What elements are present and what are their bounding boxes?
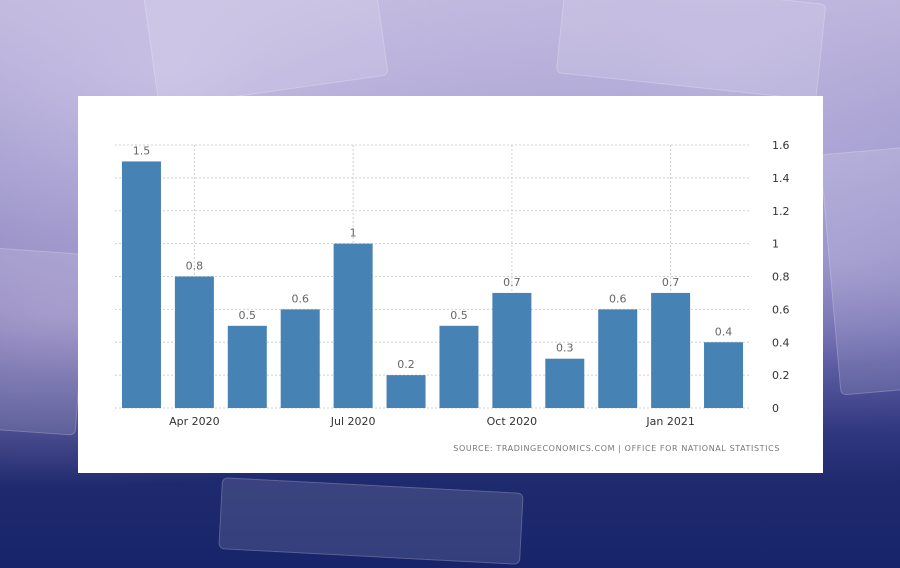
bar [545, 358, 585, 408]
bar [386, 375, 426, 408]
y-tick-label: 0.2 [772, 369, 790, 382]
banknote-decoration [218, 477, 524, 565]
y-tick-label: 1.2 [772, 205, 790, 218]
y-tick-label: 0.6 [772, 303, 790, 316]
bar [704, 342, 744, 408]
bar [333, 243, 373, 408]
y-tick-label: 1.6 [772, 139, 790, 152]
bar-value-label: 0.3 [556, 342, 574, 355]
y-axis-tick-labels: 0 0.2 0.4 0.6 0.8 1 1.2 1.4 1.6 [772, 139, 790, 415]
x-tick-label: Jul 2020 [330, 415, 376, 428]
bar-value-label: 0.6 [291, 292, 309, 305]
bar [174, 276, 214, 408]
bar [227, 325, 267, 408]
bar-value-label: 1.5 [133, 144, 151, 157]
bar [280, 309, 320, 408]
bar-value-labels: 1.5 0.8 0.5 0.6 1 0.2 0.5 0.7 0.3 0.6 0.7 0.4 [133, 144, 733, 371]
bar [439, 325, 479, 408]
x-tick-label: Apr 2020 [169, 415, 220, 428]
y-tick-label: 0 [772, 402, 779, 415]
bar [651, 292, 691, 408]
y-tick-label: 0.4 [772, 336, 790, 349]
bar-value-label: 0.2 [397, 358, 415, 371]
chart-card: 1.5 0.8 0.5 0.6 1 0.2 0.5 0.7 0.3 0.6 0.7 0.4 0 0.2 0… [78, 96, 823, 473]
source-attribution: SOURCE: TRADINGECONOMICS.COM | OFFICE FO… [453, 444, 780, 453]
banknote-decoration [819, 146, 900, 396]
bar [121, 161, 161, 408]
y-tick-label: 1.4 [772, 172, 790, 185]
bar [492, 292, 532, 408]
horizontal-gridlines [115, 144, 750, 409]
bar-value-label: 0.6 [609, 292, 627, 305]
bars [121, 161, 744, 408]
x-axis-tick-labels: Apr 2020 Jul 2020 Oct 2020 Jan 2021 [169, 415, 695, 428]
banknote-decoration [555, 0, 827, 101]
bar-value-label: 0.5 [239, 309, 257, 322]
banknote-decoration [0, 246, 89, 436]
y-tick-label: 0.8 [772, 271, 790, 284]
bar [598, 309, 638, 408]
bar-value-label: 1 [350, 227, 357, 240]
bar-value-label: 0.7 [503, 276, 521, 289]
y-tick-label: 1 [772, 238, 779, 251]
x-tick-label: Jan 2021 [645, 415, 694, 428]
bar-value-label: 0.7 [662, 276, 680, 289]
bar-chart: 1.50.80.50.610.20.50.70.30.60.70.4 00.20… [115, 139, 790, 428]
banknote-decoration [143, 0, 389, 108]
x-tick-label: Oct 2020 [487, 415, 538, 428]
bar-value-label: 0.8 [186, 260, 204, 273]
bar-value-label: 0.4 [715, 325, 733, 338]
bar-value-label: 0.5 [450, 309, 468, 322]
